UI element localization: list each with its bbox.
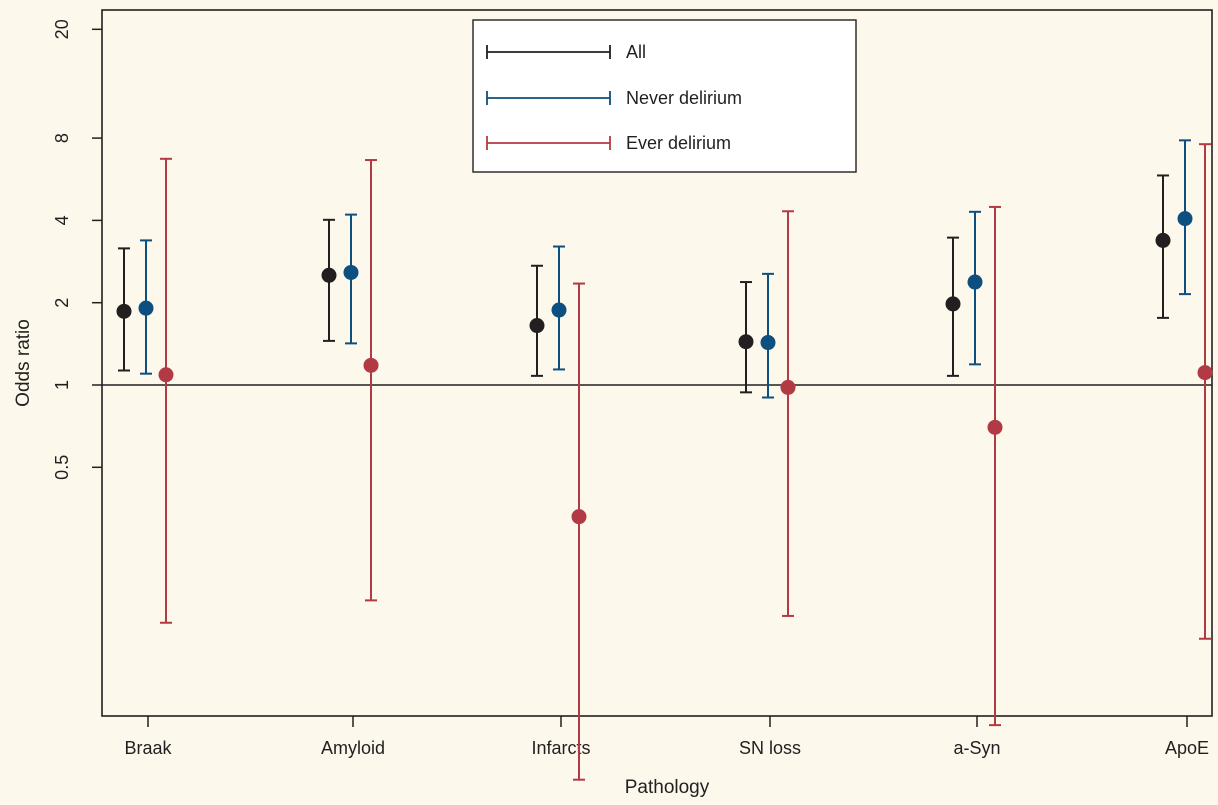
series-never-delirium [138, 139, 1193, 399]
series-ever-delirium [158, 143, 1213, 781]
point-estimate [158, 367, 174, 383]
point-estimate [945, 296, 961, 312]
point-estimate [551, 302, 567, 318]
x-tick-label: a-Syn [953, 738, 1000, 758]
y-tick-label: 4 [52, 215, 72, 225]
x-tick-label: ApoE [1165, 738, 1209, 758]
x-tick-label: Infarcts [531, 738, 590, 758]
plot-frame [101, 9, 1213, 717]
point-estimate [1155, 232, 1171, 248]
x-tick-label: SN loss [739, 738, 801, 758]
y-tick-label: 20 [52, 19, 72, 39]
point-estimate [760, 335, 776, 351]
point-estimate [138, 300, 154, 316]
legend-box [472, 19, 857, 173]
point-estimate [1177, 211, 1193, 227]
y-axis: 0.5 1 2 4 8 20 [52, 19, 102, 480]
point-estimate [1197, 365, 1213, 381]
y-tick-label: 8 [52, 133, 72, 143]
legend-label: Ever delirium [626, 133, 731, 153]
x-tick-label: Braak [124, 738, 172, 758]
point-estimate [967, 274, 983, 290]
point-estimate [987, 419, 1003, 435]
y-tick-label: 2 [52, 298, 72, 308]
point-estimate [363, 357, 379, 373]
x-axis-title: Pathology [625, 777, 710, 798]
point-estimate [116, 303, 132, 319]
y-axis-title: Odds ratio [13, 319, 34, 407]
y-tick-label: 1 [52, 380, 72, 390]
data-marks [116, 139, 1213, 781]
point-estimate [738, 334, 754, 350]
point-estimate [529, 318, 545, 334]
point-estimate [780, 379, 796, 395]
x-tick-label: Amyloid [321, 738, 385, 758]
legend-label: Never delirium [626, 88, 742, 108]
y-tick-label: 0.5 [52, 455, 72, 480]
legend-label: All [626, 42, 646, 62]
point-estimate [571, 509, 587, 525]
point-estimate [343, 264, 359, 280]
x-axis: Braak Amyloid Infarcts SN loss a-Syn ApoE [124, 716, 1209, 758]
series-all [116, 174, 1171, 394]
legend: All Never delirium Ever delirium [472, 19, 857, 173]
point-estimate [321, 267, 337, 283]
